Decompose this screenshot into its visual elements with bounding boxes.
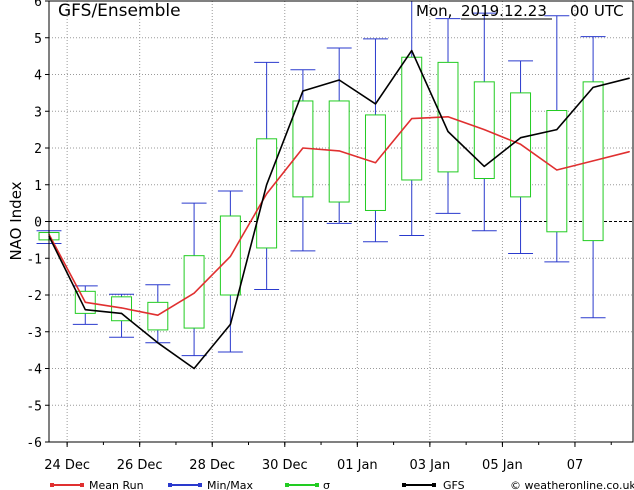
mean-point (266, 193, 268, 195)
gfs-point (374, 103, 377, 105)
mean-point (447, 116, 449, 118)
x-tick-label: 30 Dec (262, 458, 308, 473)
y-tick-label: -2 (26, 289, 42, 304)
ensemble-box (326, 47, 352, 224)
mean-point (374, 162, 377, 164)
ensemble-box (181, 202, 207, 357)
ensemble-box (290, 69, 316, 252)
legend-gfs: GFS (402, 479, 465, 490)
ensemble-box (254, 61, 280, 290)
gfs-point (302, 90, 304, 92)
y-tick-label: 4 (34, 69, 42, 84)
ensemble-box (580, 36, 606, 319)
gfs-point (556, 129, 558, 131)
y-tick-label: -4 (26, 363, 42, 378)
gfs-point (84, 309, 86, 311)
x-tick-label: 05 Jan (482, 458, 523, 473)
y-tick-label: 3 (34, 105, 42, 120)
mean-point (338, 150, 340, 152)
x-tick-labels: 24 Dec 26 Dec 28 Dec 30 Dec 01 Jan 03 Jan 05 J… (44, 442, 612, 473)
ensemble-box (544, 15, 570, 263)
y-tick-label: 6 (34, 0, 42, 10)
mean-point (556, 169, 558, 171)
y-tick-label: -1 (26, 252, 42, 267)
ensemble-box (217, 190, 243, 353)
gfs-point (338, 79, 340, 81)
mean-point (84, 301, 86, 303)
run-date: 2019.12.23 (461, 2, 547, 20)
x-tick-label: 28 Dec (189, 458, 235, 473)
series-lines (48, 49, 630, 370)
y-tick-label: -5 (26, 399, 42, 414)
gfs-point (483, 165, 485, 167)
ensemble-box (508, 60, 534, 254)
x-tick-label: 01 Jan (337, 458, 378, 473)
x-tick-label: 26 Dec (117, 458, 163, 473)
run-day: Mon, (416, 2, 452, 20)
legend: Mean Run Min/Max σ GFS © weatheronline.c… (50, 479, 634, 490)
sigma-box (111, 296, 133, 322)
mean-point (120, 307, 123, 309)
sigma-box (147, 301, 169, 331)
ensemble-box (109, 293, 135, 338)
ensemble-boxes (36, 0, 606, 357)
gfs-point (447, 130, 449, 133)
mean-point (229, 255, 231, 258)
gfs-point (411, 50, 413, 52)
y-tick-label: 1 (34, 179, 42, 194)
ensemble-box (362, 38, 388, 243)
y-tick-label: 5 (34, 32, 42, 47)
mean-point (628, 151, 630, 153)
x-tick-label: 24 Dec (44, 458, 90, 473)
gfs-point (592, 86, 594, 88)
model-title: GFS/Ensemble (58, 1, 181, 21)
gfs-point (193, 367, 195, 370)
sigma-box (546, 110, 568, 233)
y-tick-label: -3 (26, 326, 42, 341)
ensemble-box (145, 284, 171, 344)
legend-mean: Mean Run (50, 479, 144, 490)
mean-point (302, 147, 304, 149)
y-tick-label: 0 (34, 216, 42, 231)
mean-point (592, 160, 594, 162)
svg-text:Mean Run: Mean Run (89, 479, 144, 490)
sigma-box (183, 255, 205, 329)
run-time: 00 UTC (570, 2, 624, 20)
mean-point (193, 292, 195, 294)
gfs-point (120, 312, 123, 314)
svg-text:GFS: GFS (443, 479, 465, 490)
svg-text:Min/Max: Min/Max (207, 479, 253, 490)
svg-text:σ: σ (323, 479, 330, 490)
legend-minmax: Min/Max (168, 479, 253, 490)
gfs-point (229, 323, 231, 325)
mean-point (157, 314, 159, 316)
credit-text: © weatheronline.co.uk (510, 479, 634, 490)
gfs-point (519, 137, 522, 139)
gfs-point (266, 184, 268, 186)
y-tick-label: -6 (26, 436, 42, 451)
ensemble-box (471, 12, 497, 232)
gfs-point (628, 77, 630, 79)
x-tick-label: 07 (567, 458, 584, 473)
mean-point (411, 118, 413, 120)
mean-point (519, 143, 522, 145)
mean-point (483, 129, 485, 131)
gfs-point (157, 342, 159, 344)
y-axis-label: NAO Index (7, 181, 25, 260)
y-tick-label: 2 (34, 142, 42, 157)
x-tick-label: 03 Jan (410, 458, 451, 473)
legend-sigma: σ (285, 479, 330, 490)
y-tick-labels: -6 -5 -4 -3 -2 -1 0 1 2 3 4 5 6 (26, 0, 49, 451)
